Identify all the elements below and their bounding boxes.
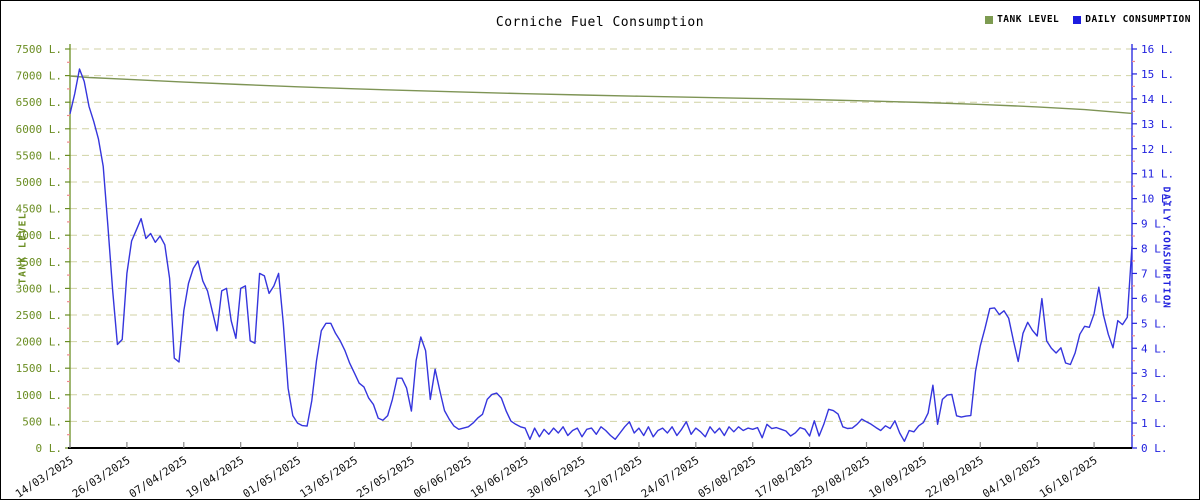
left-axis-tick-label: 0 L. — [36, 442, 63, 455]
right-axis-tick-label: 6 L. — [1141, 292, 1168, 305]
chart-title: Corniche Fuel Consumption — [495, 15, 705, 30]
right-axis-tick-label: 8 L. — [1141, 243, 1168, 256]
x-axis-tick-label: 22/09/2025 — [923, 454, 986, 500]
left-axis-tick-label: 4500 L. — [16, 203, 62, 216]
x-axis-tick-label: 07/04/2025 — [127, 454, 190, 500]
left-axis-tick-label: 2000 L. — [16, 336, 62, 349]
left-axis-tick-label: 500 L. — [22, 415, 62, 428]
x-axis-tick-label: 10/09/2025 — [866, 454, 929, 500]
x-axis-tick-label: 06/06/2025 — [411, 454, 474, 500]
right-axis-tick-label: 2 L. — [1141, 392, 1168, 405]
right-axis-tick-label: 3 L. — [1141, 367, 1168, 380]
legend: TANK LEVEL DAILY CONSUMPTION — [985, 14, 1191, 25]
left-axis-tick-label: 5500 L. — [16, 149, 62, 162]
x-axis-tick-label: 30/06/2025 — [525, 454, 588, 500]
x-axis-tick-label: 05/08/2025 — [696, 454, 759, 500]
legend-label-daily-consumption: DAILY CONSUMPTION — [1085, 14, 1191, 25]
right-axis-tick-label: 14 L. — [1141, 93, 1174, 106]
right-axis-tick-label: 0 L. — [1141, 442, 1168, 455]
daily-consumption-swatch-icon — [1073, 15, 1082, 24]
x-axis-tick-label: 16/10/2025 — [1037, 454, 1100, 500]
right-axis-tick-label: 5 L. — [1141, 317, 1168, 330]
tank-level-line — [69, 75, 1133, 115]
left-axis-tick-label: 3000 L. — [16, 282, 62, 295]
x-axis-tick-label: 12/07/2025 — [582, 454, 645, 500]
left-axis-tick-label: 2500 L. — [16, 309, 62, 322]
legend-item-daily-consumption: DAILY CONSUMPTION — [1073, 14, 1191, 25]
legend-label-tank-level: TANK LEVEL — [997, 14, 1060, 25]
left-axis-tick-label: 7000 L. — [16, 70, 62, 83]
x-axis-tick-label: 29/08/2025 — [810, 454, 873, 500]
right-axis-tick-label: 1 L. — [1141, 417, 1168, 430]
left-axis-tick-label: 7500 L. — [16, 43, 62, 56]
left-axis-tick-label: 1000 L. — [16, 389, 62, 402]
left-axis-tick-label: 4000 L. — [16, 229, 62, 242]
x-axis-tick-label: 24/07/2025 — [639, 454, 702, 500]
x-axis-tick-label: 17/08/2025 — [753, 454, 816, 500]
right-axis-tick-label: 15 L. — [1141, 68, 1174, 81]
right-axis-tick-label: 11 L. — [1141, 168, 1174, 181]
x-axis-tick-label: 14/03/2025 — [13, 454, 76, 500]
left-axis-tick-label: 3500 L. — [16, 256, 62, 269]
right-axis-tick-label: 7 L. — [1141, 267, 1168, 280]
right-axis-tick-label: 16 L. — [1141, 43, 1174, 56]
right-axis-tick-label: 12 L. — [1141, 143, 1174, 156]
x-axis-tick-label: 01/05/2025 — [241, 454, 304, 500]
daily-consumption-line — [69, 68, 1133, 442]
x-axis-tick-label: 18/06/2025 — [468, 454, 531, 500]
left-axis-tick-label: 6500 L. — [16, 96, 62, 109]
left-axis-tick-label: 6000 L. — [16, 123, 62, 136]
x-axis-tick-label: 19/04/2025 — [184, 454, 247, 500]
x-axis-tick-label: 26/03/2025 — [70, 454, 133, 500]
left-axis-tick-label: 1500 L. — [16, 362, 62, 375]
right-axis-tick-label: 13 L. — [1141, 118, 1174, 131]
right-axis-tick-label: 9 L. — [1141, 218, 1168, 231]
left-axis-tick-label: 5000 L. — [16, 176, 62, 189]
x-axis-tick-label: 25/05/2025 — [354, 454, 417, 500]
right-axis-tick-label: 10 L. — [1141, 193, 1174, 206]
legend-item-tank-level: TANK LEVEL — [985, 14, 1059, 25]
tank-level-swatch-icon — [985, 15, 994, 24]
x-axis-tick-label: 04/10/2025 — [980, 454, 1043, 500]
x-axis-tick-label: 13/05/2025 — [297, 454, 360, 500]
right-axis-tick-label: 4 L. — [1141, 342, 1168, 355]
